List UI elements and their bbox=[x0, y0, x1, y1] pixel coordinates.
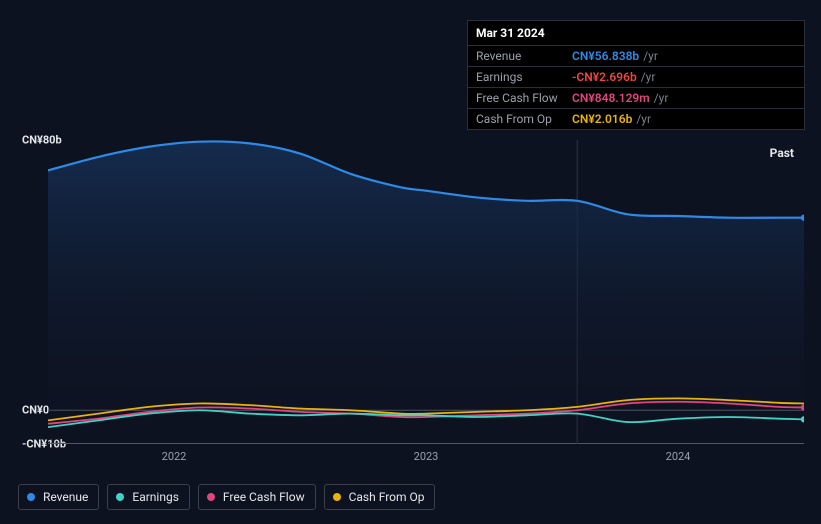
legend: Revenue Earnings Free Cash Flow Cash From O… bbox=[18, 484, 435, 510]
tooltip-row: Cash From OpCN¥2.016b/yr bbox=[468, 109, 804, 129]
tooltip-row: Free Cash FlowCN¥848.129m/yr bbox=[468, 88, 804, 109]
past-region-label: Past bbox=[770, 146, 794, 160]
tooltip-row-label: Earnings bbox=[476, 71, 572, 83]
legend-item-cash-from-op[interactable]: Cash From Op bbox=[324, 484, 436, 510]
tooltip-row-label: Free Cash Flow bbox=[476, 92, 572, 104]
x-axis-tick: 2023 bbox=[414, 450, 439, 463]
tooltip-row: Earnings-CN¥2.696b/yr bbox=[468, 67, 804, 88]
tooltip-row-unit: /yr bbox=[641, 71, 656, 83]
legend-item-free-cash-flow[interactable]: Free Cash Flow bbox=[198, 484, 316, 510]
legend-item-revenue[interactable]: Revenue bbox=[18, 484, 99, 510]
legend-dot-icon bbox=[27, 493, 35, 501]
legend-dot-icon bbox=[333, 493, 341, 501]
tooltip-row-value: -CN¥2.696b bbox=[572, 71, 637, 83]
legend-item-label: Free Cash Flow bbox=[223, 490, 305, 504]
chart-svg bbox=[48, 140, 804, 444]
legend-item-label: Earnings bbox=[132, 490, 179, 504]
legend-item-earnings[interactable]: Earnings bbox=[107, 484, 190, 510]
chart-tooltip: Mar 31 2024 RevenueCN¥56.838b/yrEarnings… bbox=[467, 20, 805, 130]
x-axis-tick: 2024 bbox=[666, 450, 691, 463]
tooltip-row-value: CN¥56.838b bbox=[572, 50, 639, 62]
legend-item-label: Cash From Op bbox=[349, 490, 425, 504]
tooltip-title: Mar 31 2024 bbox=[468, 21, 804, 46]
tooltip-row: RevenueCN¥56.838b/yr bbox=[468, 46, 804, 67]
tooltip-row-unit: /yr bbox=[636, 113, 651, 125]
x-axis-tick: 2022 bbox=[162, 450, 187, 463]
tooltip-row-value: CN¥848.129m bbox=[572, 92, 650, 104]
tooltip-row-unit: /yr bbox=[643, 50, 658, 62]
legend-dot-icon bbox=[207, 493, 215, 501]
tooltip-row-unit: /yr bbox=[654, 92, 669, 104]
chart-plot: Past bbox=[48, 140, 804, 444]
tooltip-row-label: Revenue bbox=[476, 50, 572, 62]
tooltip-row-value: CN¥2.016b bbox=[572, 113, 632, 125]
y-axis-tick: CN¥0 bbox=[22, 404, 49, 417]
legend-item-label: Revenue bbox=[43, 490, 88, 504]
tooltip-row-label: Cash From Op bbox=[476, 113, 572, 125]
legend-dot-icon bbox=[116, 493, 124, 501]
